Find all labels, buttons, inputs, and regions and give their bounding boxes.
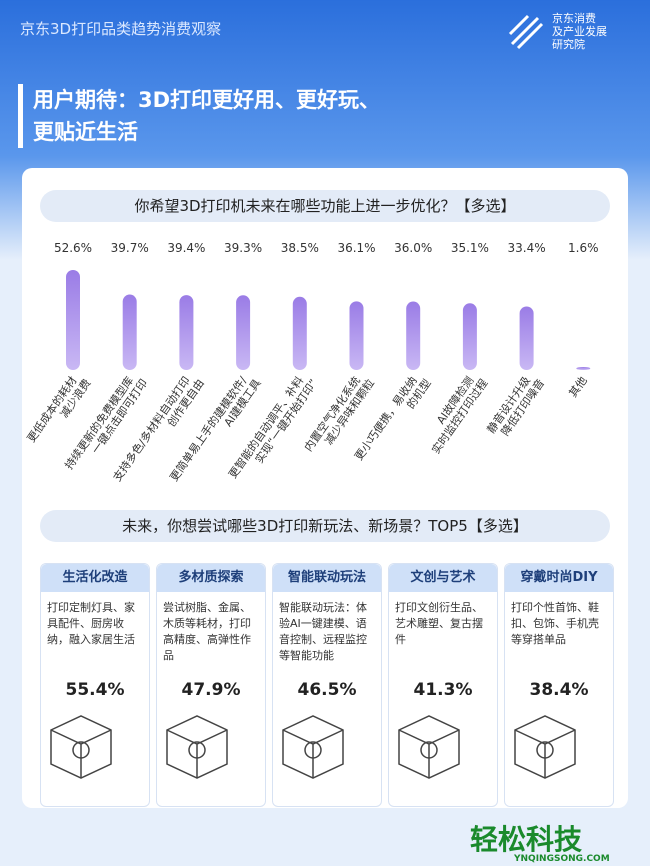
card-icon: [398, 715, 460, 779]
title-line: 用户期待：3D打印更好用、更好玩、: [33, 88, 381, 112]
value-label: 36.1%: [337, 241, 375, 255]
card-text: 打印个性首饰、鞋扣、包饰、手机壳等穿搭单品: [511, 601, 599, 646]
card-value: 55.4%: [65, 680, 125, 700]
card-value: 47.9%: [181, 680, 241, 700]
card: 穿戴时尚DIY 打印个性首饰、鞋扣、包饰、手机壳等穿搭单品 38.4%: [504, 563, 614, 807]
question: 未来，你想尝试哪些3D打印新玩法、新场景？TOP5【多选】: [40, 510, 610, 542]
bar: [179, 295, 194, 370]
value-label: 39.7%: [111, 241, 149, 255]
card-value: 41.3%: [413, 680, 473, 700]
card-icon: [166, 715, 228, 779]
card-title: 生活化改造: [41, 564, 149, 592]
bar: [236, 295, 251, 370]
value-label: 39.3%: [224, 241, 262, 255]
value-label: 36.0%: [394, 241, 432, 255]
main-title: 用户期待：3D打印更好用、更好玩、 更贴近生活: [18, 84, 380, 148]
value-label: 39.4%: [167, 241, 205, 255]
value-label: 38.5%: [281, 241, 319, 255]
card: 文创与艺术打印文创衍生品、艺术雕塑、复古摆件 41.3%: [388, 563, 498, 807]
card-title: 智能联动玩法: [273, 564, 381, 592]
card-icon: [50, 715, 112, 779]
card-value: 46.5%: [297, 680, 357, 700]
card: 智能联动玩法智能联动玩法：体验AI一键建模、语音控制、远程监控等智能功能 46.5…: [272, 563, 382, 807]
question: 你希望3D打印机未来在哪些功能上进一步优化？【多选】: [40, 190, 610, 222]
report-name: 京东3D打印品类趋势消费观察: [20, 20, 222, 38]
category-label: 静音设计升级降低打印噪音: [484, 369, 547, 443]
title-line: 更贴近生活: [33, 120, 138, 144]
bar: [576, 366, 591, 370]
card-title: 多材质探索: [157, 564, 265, 592]
bar: [349, 301, 364, 370]
category-label: 其他: [566, 374, 589, 399]
watermark: 轻松科技 YNQINGSONG.COM: [470, 818, 610, 864]
card-icon: [282, 715, 344, 779]
value-label: 1.6%: [568, 241, 599, 255]
bar: [292, 296, 307, 370]
watermark-site: YNQINGSONG.COM: [514, 854, 610, 864]
card-text: 智能联动玩法：体验AI一键建模、语音控制、远程监控等智能功能: [279, 601, 367, 662]
card-title: 文创与艺术: [389, 564, 497, 592]
card-icon: [514, 715, 576, 779]
card-text: 打印文创衍生品、艺术雕塑、复古摆件: [395, 601, 483, 646]
card-title: 穿戴时尚DIY: [505, 564, 613, 592]
card: 多材质探索尝试树脂、金属、木质等耗材，打印高精度、高弹性作品 47.9%: [156, 563, 266, 807]
bar: [66, 270, 80, 370]
bar: [462, 303, 477, 370]
logo-icon: [508, 14, 544, 49]
logo: 京东消费 及产业发展 研究院: [508, 12, 607, 51]
value-label: 35.1%: [451, 241, 489, 255]
card-text: 打印定制灯具、家具配件、厨房收纳，融入家居生活: [47, 601, 135, 646]
watermark-name: 轻松科技: [470, 823, 583, 856]
value-label: 52.6%: [54, 241, 92, 255]
card-text: 尝试树脂、金属、木质等耗材，打印高精度、高弹性作品: [163, 601, 251, 662]
card: 生活化改造打印定制灯具、家具配件、厨房收纳，融入家居生活 55.4%: [40, 563, 150, 807]
bar: [519, 306, 534, 370]
logo-line: 研究院: [552, 38, 585, 51]
logo-line: 及产业发展: [552, 25, 607, 38]
card-value: 38.4%: [529, 680, 589, 700]
logo-text: 京东消费 及产业发展 研究院: [552, 12, 607, 51]
value-label: 33.4%: [508, 241, 546, 255]
logo-line: 京东消费: [552, 12, 596, 25]
bar: [122, 294, 137, 370]
chart: 52.6%更低成本的耗材减少浪费39.7%持续更新的免费模型库一键点击即可打印3…: [24, 241, 599, 484]
bar: [406, 301, 421, 370]
